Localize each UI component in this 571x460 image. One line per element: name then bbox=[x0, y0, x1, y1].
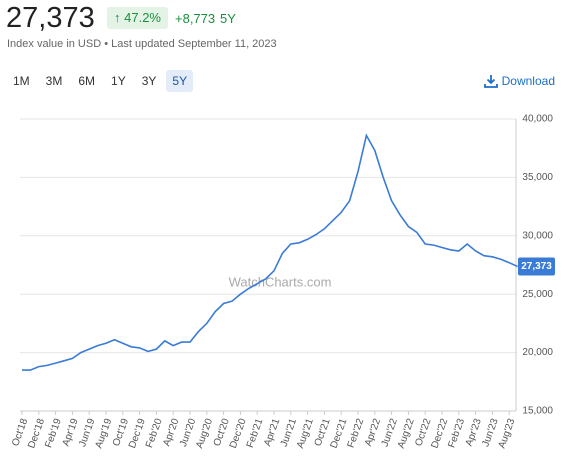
y-tick-label: 30,000 bbox=[522, 230, 553, 241]
current-value: 27,373 bbox=[6, 2, 95, 34]
download-label: Download bbox=[501, 74, 555, 88]
y-tick-label: 35,000 bbox=[522, 172, 553, 183]
range-button[interactable]: 1M bbox=[13, 74, 30, 88]
y-tick-label: 20,000 bbox=[522, 347, 553, 358]
y-tick-label: 40,000 bbox=[522, 114, 553, 125]
range-selector: 1M 3M 6M 1Y 3Y 5Y bbox=[7, 70, 194, 92]
range-button[interactable]: 3M bbox=[45, 74, 63, 88]
range-button[interactable]: 6M bbox=[78, 74, 96, 88]
range-button[interactable]: 5Y bbox=[166, 70, 194, 92]
change-percent: 47.2% bbox=[124, 10, 161, 25]
change-absolute: +8,773 bbox=[175, 11, 216, 26]
download-button[interactable]: Download bbox=[483, 74, 555, 88]
up-arrow: ↑ bbox=[114, 10, 125, 25]
range-button[interactable]: 3Y bbox=[141, 74, 157, 88]
price-line bbox=[22, 133, 518, 371]
watermark: WatchCharts.com bbox=[229, 274, 332, 289]
y-tick-label: 25,000 bbox=[522, 289, 553, 300]
last-value-tag bbox=[518, 257, 555, 276]
download-icon bbox=[483, 75, 498, 88]
subtitle: Index value in USD • Last updated Septem… bbox=[7, 38, 277, 50]
last-value-label: 27,373 bbox=[521, 261, 552, 272]
change-period: 5Y bbox=[220, 11, 236, 26]
y-tick-label: 15,000 bbox=[522, 406, 553, 417]
range-button[interactable]: 1Y bbox=[111, 74, 126, 88]
change-badge: ↑ 47.2% bbox=[107, 7, 168, 29]
